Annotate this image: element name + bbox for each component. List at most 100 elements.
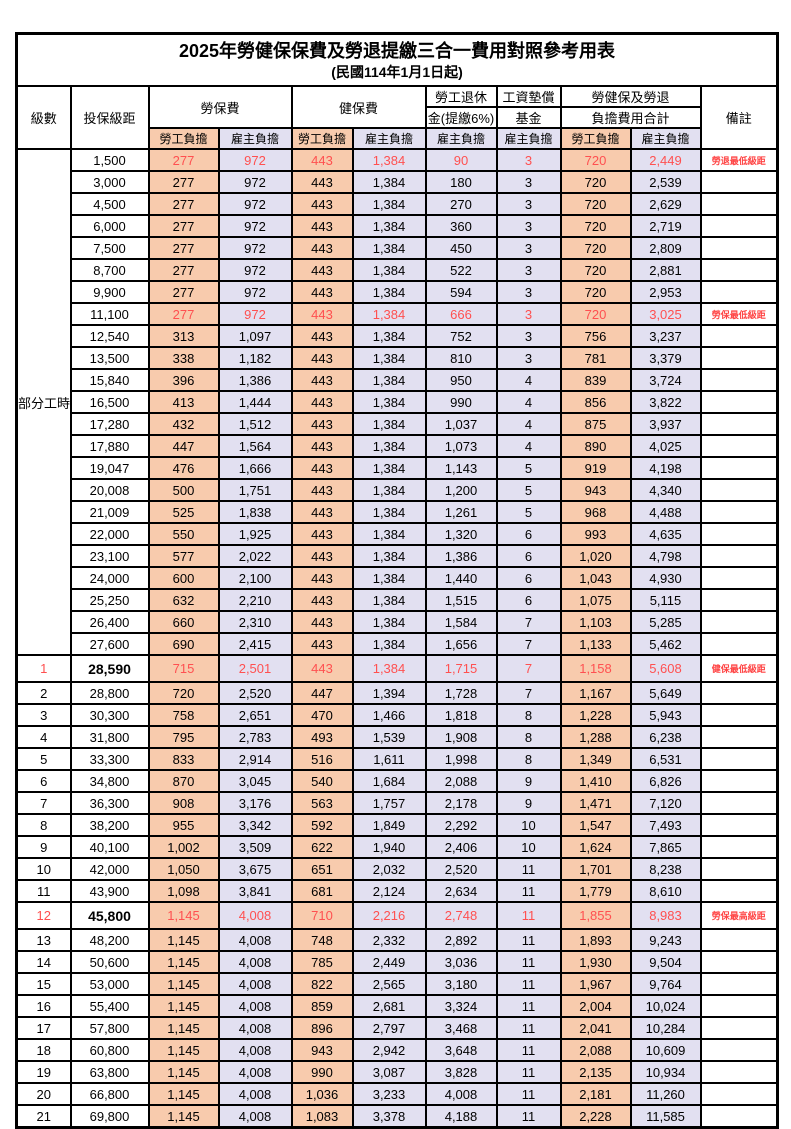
cell-labor-employee: 758 [147,703,220,727]
cell-fund-employer: 3 [495,170,562,194]
cell-pension-employer: 1,998 [424,747,498,771]
cell-total-employee: 2,135 [559,1060,632,1084]
cell-remark [699,747,779,771]
cell-total-employee: 1,930 [559,950,632,974]
col-header-pension-line2: 金(提繳6%) [424,106,498,129]
cell-labor-employer: 3,509 [217,835,293,859]
cell-remark [699,390,779,414]
cell-total-employee: 890 [559,434,632,458]
cell-fund-employer: 4 [495,368,562,392]
cell-labor-employer: 4,008 [217,1060,293,1084]
cell-total-employee: 2,004 [559,994,632,1018]
cell-labor-employee: 413 [147,390,220,414]
cell-health-employee: 443 [290,302,354,326]
cell-pension-employer: 950 [424,368,498,392]
cell-salary-bracket: 28,800 [69,681,150,705]
cell-total-employee: 720 [559,192,632,216]
cell-remark [699,1104,779,1129]
cell-labor-employee: 432 [147,412,220,436]
cell-fund-employer: 6 [495,588,562,612]
cell-salary-bracket: 21,009 [69,500,150,524]
cell-remark [699,346,779,370]
cell-salary-bracket: 30,300 [69,703,150,727]
cell-total-employer: 10,609 [629,1038,702,1062]
cell-total-employer: 11,585 [629,1104,702,1129]
cell-salary-bracket: 23,100 [69,544,150,568]
cell-total-employer: 5,943 [629,703,702,727]
cell-health-employee: 592 [290,813,354,837]
cell-health-employee: 443 [290,148,354,172]
cell-pension-employer: 2,088 [424,769,498,793]
cell-total-employer: 11,260 [629,1082,702,1106]
cell-total-employer: 7,865 [629,835,702,859]
table-row: 6 34,800 870 3,045 540 1,684 2,088 9 1,410 6,826 [15,769,779,793]
cell-labor-employee: 1,050 [147,857,220,881]
table-row: 13 48,200 1,145 4,008 748 2,332 2,892 11 1,893 9,… [15,928,779,952]
cell-fund-employer: 9 [495,769,562,793]
cell-salary-bracket: 69,800 [69,1104,150,1129]
cell-pension-employer: 990 [424,390,498,414]
cell-health-employer: 1,940 [351,835,427,859]
cell-health-employer: 2,216 [351,901,427,930]
cell-labor-employer: 3,675 [217,857,293,881]
cell-salary-bracket: 50,600 [69,950,150,974]
cell-remark: 健保最低級距 [699,654,779,683]
cell-fund-employer: 11 [495,1104,562,1129]
cell-salary-bracket: 12,540 [69,324,150,348]
cell-labor-employee: 525 [147,500,220,524]
col-header-wage-fund-line1: 工資墊償 [495,85,562,108]
cell-level: 13 [15,928,72,952]
cell-health-employee: 710 [290,901,354,930]
subheader-fund-employer: 雇主負擔 [495,127,562,150]
cell-health-employee: 540 [290,769,354,793]
cell-health-employee: 443 [290,588,354,612]
cell-total-employer: 2,881 [629,258,702,282]
cell-labor-employee: 277 [147,302,220,326]
cell-health-employer: 1,384 [351,324,427,348]
cell-salary-bracket: 53,000 [69,972,150,996]
cell-pension-employer: 270 [424,192,498,216]
table-row: 12 45,800 1,145 4,008 710 2,216 2,748 11 1,855 8,… [15,901,779,930]
cell-labor-employer: 2,520 [217,681,293,705]
cell-labor-employer: 3,045 [217,769,293,793]
table-row: 9 40,100 1,002 3,509 622 1,940 2,406 10 1,624 7,8… [15,835,779,859]
cell-health-employer: 2,032 [351,857,427,881]
cell-fund-employer: 8 [495,747,562,771]
cell-labor-employer: 1,097 [217,324,293,348]
cell-total-employer: 5,649 [629,681,702,705]
table-row: 10 42,000 1,050 3,675 651 2,032 2,520 11 1,701 8,… [15,857,779,881]
cell-fund-employer: 4 [495,390,562,414]
cell-fund-employer: 11 [495,879,562,903]
cell-fund-employer: 6 [495,566,562,590]
cell-labor-employer: 1,925 [217,522,293,546]
cell-health-employer: 1,394 [351,681,427,705]
cell-health-employee: 1,083 [290,1104,354,1129]
cell-pension-employer: 3,648 [424,1038,498,1062]
col-header-labor-insurance: 勞保費 [147,85,293,129]
cell-health-employee: 681 [290,879,354,903]
subheader-health-employer: 雇主負擔 [351,127,427,150]
table-row: 11 43,900 1,098 3,841 681 2,124 2,634 11 1,779 8,… [15,879,779,903]
cell-total-employer: 9,504 [629,950,702,974]
cell-salary-bracket: 1,500 [69,148,150,172]
cell-health-employer: 1,384 [351,478,427,502]
cell-labor-employer: 4,008 [217,994,293,1018]
cell-health-employee: 443 [290,192,354,216]
cell-total-employee: 720 [559,170,632,194]
cell-total-employee: 781 [559,346,632,370]
cell-salary-bracket: 31,800 [69,725,150,749]
cell-labor-employer: 972 [217,170,293,194]
cell-pension-employer: 1,656 [424,632,498,656]
table-row: 18 60,800 1,145 4,008 943 2,942 3,648 11 2,088 10… [15,1038,779,1062]
cell-health-employer: 1,384 [351,346,427,370]
cell-health-employee: 443 [290,346,354,370]
cell-health-employee: 443 [290,610,354,634]
cell-level: 2 [15,681,72,705]
table-row: 17,280 432 1,512 443 1,384 1,037 4 875 3,937 [17,412,779,436]
cell-salary-bracket: 6,000 [69,214,150,238]
cell-pension-employer: 1,143 [424,456,498,480]
cell-health-employee: 443 [290,632,354,656]
cell-total-employer: 6,826 [629,769,702,793]
cell-health-employer: 1,384 [351,632,427,656]
cell-remark [699,610,779,634]
